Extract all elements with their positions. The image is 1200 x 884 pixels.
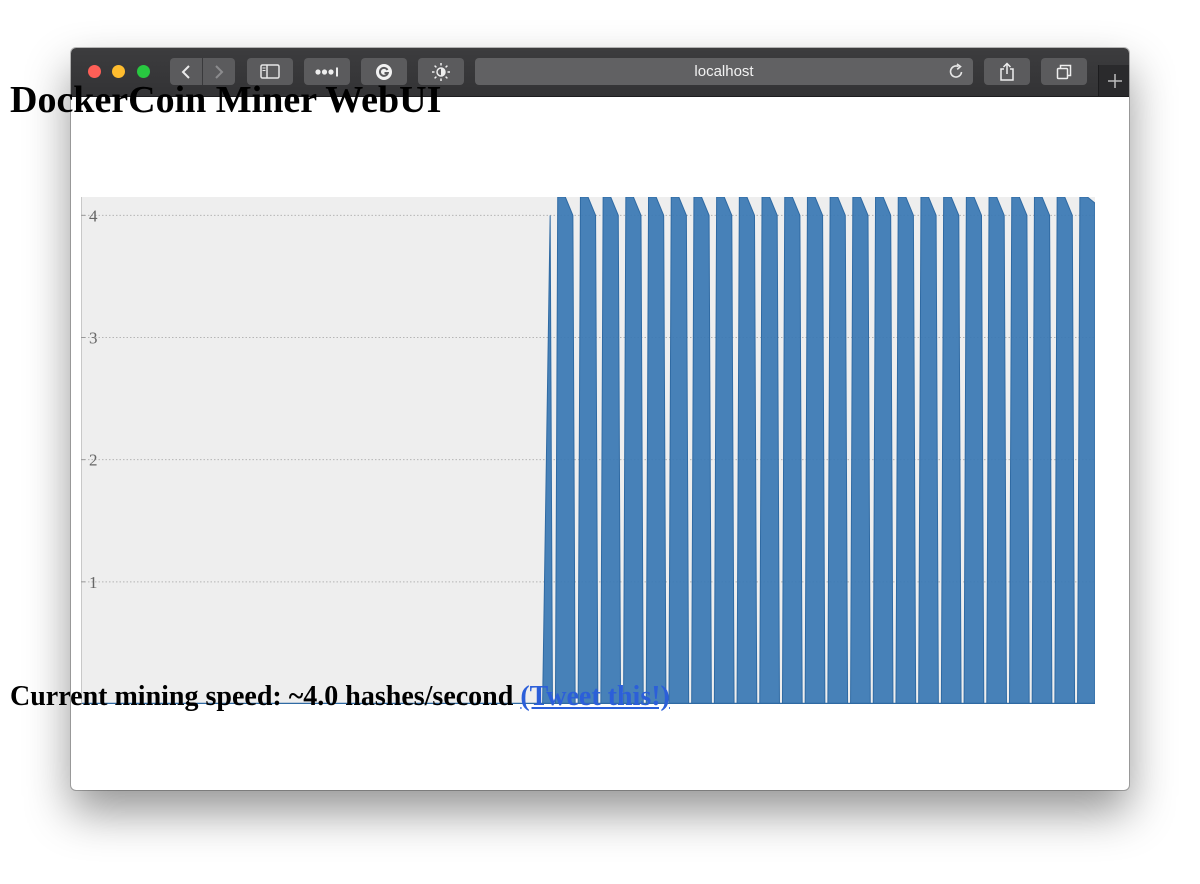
forward-button[interactable] bbox=[203, 58, 235, 85]
tweet-this-link[interactable]: (Tweet this!) bbox=[520, 681, 670, 712]
y-tick-label: 2 bbox=[89, 451, 98, 470]
chevron-right-icon bbox=[215, 64, 224, 79]
more-dots-icon bbox=[315, 67, 338, 76]
zoom-window-button[interactable] bbox=[137, 65, 150, 78]
plus-icon bbox=[1107, 73, 1122, 88]
grammarly-button[interactable] bbox=[361, 58, 407, 85]
share-icon bbox=[1000, 61, 1014, 81]
mining-speed-chart: 1 2 3 4 bbox=[81, 197, 1095, 704]
navigation-buttons bbox=[170, 58, 235, 85]
browser-toolbar: localhost bbox=[71, 48, 1129, 97]
share-button[interactable] bbox=[984, 58, 1030, 85]
hashes-series-area bbox=[81, 197, 1095, 704]
y-tick-label: 1 bbox=[89, 573, 98, 592]
mining-speed-text: Current mining speed: ~4.0 hashes/second bbox=[10, 681, 514, 712]
brightness-button[interactable] bbox=[418, 58, 464, 85]
back-button[interactable] bbox=[170, 58, 202, 85]
minimize-window-button[interactable] bbox=[112, 65, 125, 78]
tabs-overview-button[interactable] bbox=[1041, 58, 1087, 85]
reload-icon bbox=[949, 63, 963, 78]
tabs-overview-icon bbox=[1056, 64, 1072, 79]
y-tick-label: 4 bbox=[89, 206, 98, 225]
address-bar[interactable]: localhost bbox=[475, 58, 973, 85]
reload-button[interactable] bbox=[948, 63, 965, 85]
sidebar-icon bbox=[260, 64, 280, 79]
grammarly-icon bbox=[376, 63, 392, 80]
new-tab-button[interactable] bbox=[1098, 65, 1129, 96]
page-title: DockerCoin Miner WebUI bbox=[10, 79, 442, 121]
extensions-button[interactable] bbox=[304, 58, 350, 85]
brightness-icon bbox=[432, 62, 450, 81]
chevron-left-icon bbox=[181, 64, 190, 79]
nav-divider bbox=[202, 58, 203, 85]
y-tick-label: 3 bbox=[89, 328, 98, 347]
close-window-button[interactable] bbox=[88, 65, 101, 78]
sidebar-button[interactable] bbox=[247, 58, 293, 85]
address-text: localhost bbox=[694, 63, 754, 80]
mining-speed-status: Current mining speed: ~4.0 hashes/second… bbox=[10, 680, 670, 714]
